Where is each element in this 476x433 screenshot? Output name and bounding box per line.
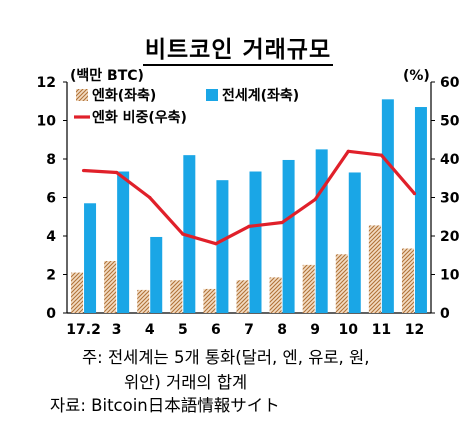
x-tick-label: 6 <box>211 322 221 338</box>
note-line-2: 위안) 거래의 합계 <box>124 373 248 392</box>
x-tick-label: 17.2 <box>66 322 101 338</box>
line-point <box>280 220 284 225</box>
source-line: 자료: Bitcoin日本語情報サイト <box>50 396 280 415</box>
bar-world <box>183 155 196 313</box>
line-point <box>313 197 317 202</box>
line-point <box>346 149 350 153</box>
left-tick-label: 8 <box>46 152 56 168</box>
x-tick-label: 10 <box>339 322 359 338</box>
bar-yen <box>137 289 150 313</box>
bar-yen <box>104 261 117 313</box>
x-tick-label: 7 <box>244 322 254 338</box>
bar-world <box>117 171 130 313</box>
bar-world <box>282 159 295 313</box>
bar-world <box>150 236 163 313</box>
right-tick-label: 30 <box>440 191 460 207</box>
bar-yen <box>203 288 216 313</box>
left-tick-label: 2 <box>46 268 56 284</box>
x-tick-label: 12 <box>405 322 424 338</box>
bar-world <box>414 107 427 314</box>
x-tick-label: 5 <box>178 322 188 338</box>
bar-yen <box>368 225 381 313</box>
bar-yen <box>335 254 348 313</box>
right-tick-label: 20 <box>440 229 460 245</box>
bar-yen <box>269 277 282 313</box>
legend-yen-label: 엔화(좌축) <box>92 87 156 104</box>
line-yen-share <box>83 149 416 246</box>
bar-world <box>348 172 361 313</box>
right-axis-unit: (%) <box>403 68 430 84</box>
left-tick-label: 4 <box>46 229 56 245</box>
bar-world <box>84 203 97 313</box>
note-line-1: 주: 전세계는 5개 통화(달러, 엔, 유로, 원, <box>82 348 370 367</box>
line-series-group <box>81 149 417 246</box>
right-tick-label: 60 <box>440 75 460 91</box>
x-tick-label: 11 <box>372 322 391 338</box>
right-tick-label: 50 <box>440 114 460 130</box>
line-point <box>379 153 383 157</box>
line-point <box>115 170 119 175</box>
left-tick-label: 0 <box>46 306 56 322</box>
left-tick-label: 12 <box>37 75 56 91</box>
line-point <box>412 192 417 196</box>
line-point <box>181 232 185 236</box>
bar-world <box>381 99 394 313</box>
x-tick-label: 4 <box>145 322 155 338</box>
bar-world <box>216 180 229 313</box>
line-point <box>81 168 86 173</box>
left-axis-ticks: 0 2 4 6 8 10 12 <box>37 75 67 322</box>
left-tick-label: 10 <box>37 114 57 130</box>
bars-group <box>71 99 427 314</box>
right-axis-ticks: 0 10 20 30 40 50 60 <box>431 75 460 322</box>
bar-yen <box>401 248 414 313</box>
legend: 엔화(좌축) 전세계(좌축) 엔화 비중(우축) <box>74 87 299 126</box>
line-point <box>247 224 251 228</box>
bar-world <box>315 149 328 313</box>
line-point <box>214 242 218 246</box>
left-tick-label: 6 <box>46 191 56 207</box>
x-tick-label: 3 <box>112 322 122 338</box>
chart-title: 비트코인 거래규모 <box>0 30 476 66</box>
x-tick-label: 9 <box>310 322 320 338</box>
legend-yen-swatch <box>76 89 88 101</box>
bar-world <box>249 171 262 313</box>
right-tick-label: 0 <box>440 306 450 322</box>
left-axis-unit: (백만 BTC) <box>70 68 144 84</box>
legend-world-swatch <box>206 89 218 101</box>
chart-title-text: 비트코인 거래규모 <box>142 37 334 66</box>
bar-yen <box>302 264 315 313</box>
line-point <box>148 195 152 200</box>
bar-yen <box>170 280 183 313</box>
x-tick-label: 8 <box>277 322 287 338</box>
bar-yen <box>71 272 84 313</box>
legend-yen-share-label: 엔화 비중(우축) <box>92 109 187 126</box>
bar-yen <box>236 280 249 313</box>
x-axis-labels: 17.2 3 4 5 6 7 8 9 10 11 12 <box>66 322 424 338</box>
legend-world-label: 전세계(좌축) <box>222 87 299 104</box>
right-tick-label: 40 <box>440 152 460 168</box>
right-tick-label: 10 <box>440 268 460 284</box>
